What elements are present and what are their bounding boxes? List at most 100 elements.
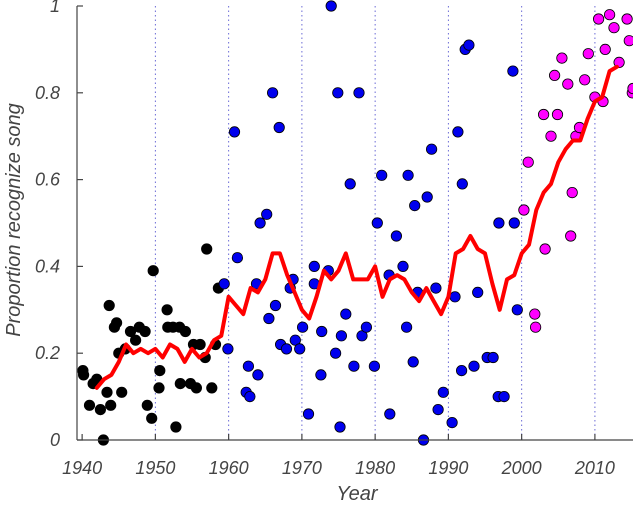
data-point — [289, 334, 301, 346]
data-point — [463, 39, 475, 51]
data-point — [344, 178, 356, 190]
data-point — [296, 321, 309, 333]
data-point — [368, 360, 380, 372]
data-point — [228, 126, 241, 138]
data-point — [174, 377, 186, 390]
data-point — [124, 325, 137, 338]
data-point — [397, 260, 409, 272]
data-point — [325, 0, 337, 12]
data-point — [487, 351, 499, 364]
data-point — [294, 343, 306, 355]
data-point — [539, 243, 551, 255]
data-point — [340, 308, 352, 320]
data-point — [266, 87, 279, 99]
data-point — [316, 325, 328, 338]
data-point — [498, 390, 510, 403]
y-tick-label: 0.4 — [35, 256, 60, 276]
data-point — [83, 399, 96, 411]
data-point — [430, 282, 442, 294]
data-point — [384, 408, 396, 420]
data-point — [334, 421, 346, 433]
data-point — [141, 399, 153, 411]
y-tick-label: 0.2 — [35, 343, 60, 363]
y-tick-label: 0 — [50, 430, 60, 450]
data-point — [252, 369, 264, 381]
data-point — [409, 200, 421, 212]
data-point — [402, 169, 414, 181]
data-point — [94, 403, 107, 416]
data-point — [315, 369, 327, 381]
data-point — [280, 343, 293, 355]
x-tick-label: 1970 — [282, 458, 322, 478]
data-point — [78, 369, 90, 381]
data-point — [508, 217, 520, 229]
data-point — [154, 364, 166, 377]
data-point — [562, 78, 574, 90]
data-point — [335, 330, 347, 342]
data-point — [432, 403, 444, 416]
data-point — [468, 360, 480, 372]
data-point — [376, 169, 388, 181]
axes — [76, 5, 633, 441]
x-tick-label: 1990 — [428, 458, 468, 478]
data-point — [522, 156, 534, 168]
data-point — [348, 360, 360, 372]
data-point — [556, 52, 568, 64]
x-tick-labels: 1940 1950 1960 1970 1980 1990 2000 2010 — [62, 458, 615, 478]
data-point — [206, 382, 218, 394]
data-point — [582, 48, 594, 60]
data-point — [194, 338, 206, 351]
data-point — [329, 347, 342, 359]
data-point — [400, 321, 413, 333]
data-point — [153, 382, 165, 394]
data-point — [446, 416, 458, 429]
data-point — [579, 74, 591, 86]
y-tick-labels: 0 0.2 0.4 0.6 0.8 1 — [35, 0, 61, 450]
data-point — [529, 308, 541, 320]
data-point — [222, 343, 234, 355]
x-tick-label: 2010 — [574, 458, 615, 478]
data-point — [437, 386, 449, 398]
data-point — [407, 356, 419, 368]
points-layer — [77, 0, 633, 446]
data-point — [360, 321, 372, 333]
data-point — [371, 217, 383, 229]
data-point — [551, 108, 564, 121]
data-point — [511, 304, 523, 316]
data-point — [269, 299, 282, 312]
data-point — [190, 382, 202, 394]
data-point — [537, 108, 550, 121]
data-point — [425, 143, 438, 155]
data-point — [201, 243, 213, 255]
data-point — [518, 204, 530, 216]
x-tick-label: 1950 — [135, 458, 175, 478]
data-point — [242, 360, 254, 372]
data-point — [545, 130, 557, 142]
data-point — [353, 87, 365, 99]
data-point — [548, 69, 561, 82]
data-point — [599, 43, 611, 56]
data-point — [566, 187, 578, 199]
data-point — [621, 13, 633, 25]
x-tick-label: 2000 — [501, 458, 542, 478]
data-point — [244, 390, 256, 403]
y-tick-label: 1 — [50, 0, 60, 16]
trend-layer — [94, 64, 619, 390]
data-point — [147, 265, 159, 277]
data-point — [452, 126, 464, 138]
data-point — [146, 412, 158, 424]
x-tick-label: 1960 — [209, 458, 249, 478]
data-point — [105, 399, 117, 411]
trend-line — [94, 64, 619, 390]
data-point — [565, 230, 577, 242]
data-point — [261, 208, 273, 220]
data-point — [455, 364, 468, 377]
data-point — [111, 317, 123, 329]
data-point — [116, 386, 128, 398]
x-axis-title: Year — [336, 483, 378, 505]
y-tick-label: 0.6 — [35, 170, 61, 190]
data-point — [179, 325, 191, 338]
data-point — [507, 65, 519, 77]
data-point — [103, 299, 115, 312]
